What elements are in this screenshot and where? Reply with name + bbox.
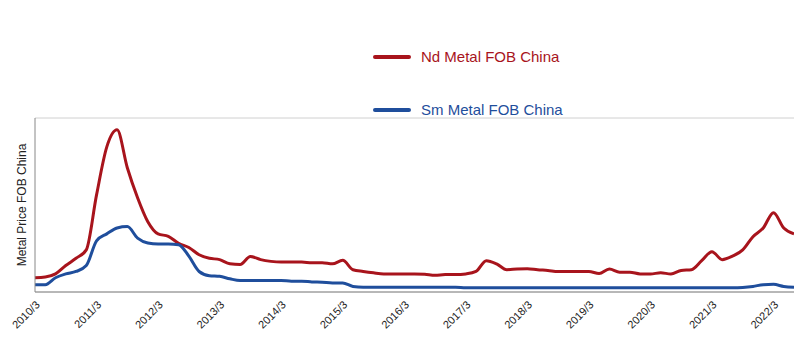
svg-text:2020/3: 2020/3: [625, 298, 657, 330]
svg-text:2013/3: 2013/3: [194, 298, 226, 330]
svg-text:2011/3: 2011/3: [72, 298, 104, 330]
svg-text:2017/3: 2017/3: [440, 298, 472, 330]
svg-text:2010/3: 2010/3: [10, 298, 42, 330]
svg-text:2019/3: 2019/3: [564, 298, 596, 330]
svg-text:2022/3: 2022/3: [748, 298, 780, 330]
svg-text:Metal Price FOB China: Metal Price FOB China: [15, 143, 29, 266]
svg-text:2015/3: 2015/3: [317, 298, 349, 330]
svg-text:2014/3: 2014/3: [256, 298, 288, 330]
svg-text:2016/3: 2016/3: [379, 298, 411, 330]
html-text:Nd Metal FOB China: Nd Metal FOB China: [421, 48, 560, 65]
svg-text:2018/3: 2018/3: [502, 298, 534, 330]
html-text:Sm Metal FOB China: Sm Metal FOB China: [421, 101, 563, 118]
svg-text:2012/3: 2012/3: [133, 298, 165, 330]
svg-text:2021/3: 2021/3: [687, 298, 719, 330]
